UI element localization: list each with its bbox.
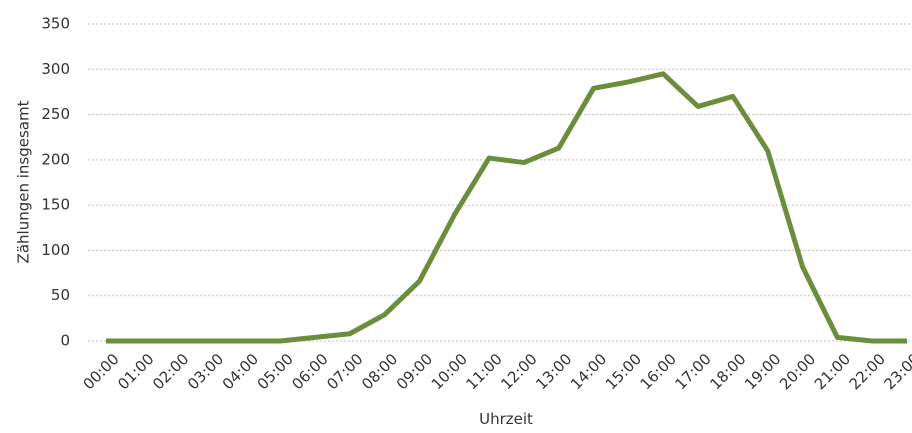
x-tick-label: 05:00 (254, 350, 297, 393)
x-tick-label: 10:00 (428, 350, 471, 393)
y-tick-label: 350 (41, 15, 70, 33)
y-tick-label: 300 (41, 60, 70, 78)
data-line (106, 71, 907, 344)
x-tick-label: 01:00 (114, 350, 157, 393)
x-tick-label: 07:00 (323, 350, 366, 393)
y-tick-label: 0 (60, 332, 70, 350)
x-tick-label: 08:00 (358, 350, 401, 393)
x-tick-label: 03:00 (184, 350, 227, 393)
x-tick-label: 12:00 (497, 350, 540, 393)
x-tick-label: 15:00 (602, 350, 645, 393)
x-tick-label: 09:00 (393, 350, 436, 393)
x-tick-label: 18:00 (706, 350, 749, 393)
y-tick-label: 50 (51, 286, 70, 304)
x-tick-label: 17:00 (671, 350, 714, 393)
x-tick-label: 02:00 (149, 350, 192, 393)
x-tick-label: 13:00 (532, 350, 575, 393)
y-axis-label: Zählungen insgesamt (15, 100, 33, 263)
x-tick-label: 21:00 (811, 350, 854, 393)
y-tick-label: 100 (41, 241, 70, 259)
x-tick-label: 14:00 (567, 350, 610, 393)
x-tick-label: 19:00 (741, 350, 784, 393)
x-tick-label: 23:00 (880, 350, 912, 393)
x-axis-label: Uhrzeit (479, 410, 533, 428)
y-tick-label: 250 (41, 105, 70, 123)
x-tick-label: 00:00 (79, 350, 122, 393)
y-tick-label: 200 (41, 150, 70, 168)
x-tick-label: 16:00 (637, 350, 680, 393)
x-tick-label: 11:00 (463, 350, 506, 393)
x-tick-label: 20:00 (776, 350, 819, 393)
y-tick-label: 150 (41, 196, 70, 214)
x-tick-label: 04:00 (219, 350, 262, 393)
x-tick-label: 22:00 (846, 350, 889, 393)
x-tick-label: 06:00 (288, 350, 331, 393)
